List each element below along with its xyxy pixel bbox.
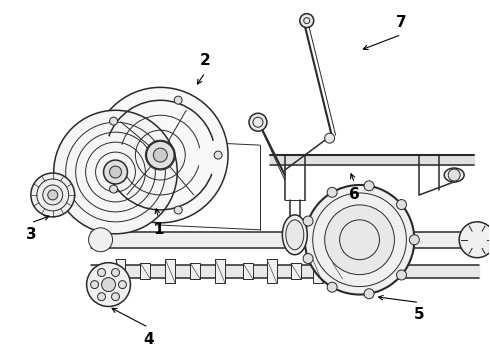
Circle shape (364, 289, 374, 299)
Text: 7: 7 (396, 15, 407, 30)
Bar (333, 263, 343, 279)
Bar (267, 259, 277, 283)
Circle shape (327, 282, 337, 292)
Circle shape (249, 113, 267, 131)
Circle shape (43, 185, 63, 205)
Circle shape (327, 187, 337, 197)
Circle shape (93, 87, 228, 223)
Circle shape (303, 253, 313, 264)
Circle shape (103, 160, 127, 184)
Circle shape (110, 117, 118, 125)
Bar (116, 259, 125, 283)
Bar (165, 259, 175, 283)
Circle shape (147, 141, 174, 169)
Text: 2: 2 (200, 53, 211, 68)
Circle shape (325, 205, 394, 275)
Bar (313, 259, 323, 283)
Circle shape (91, 280, 98, 289)
Circle shape (110, 166, 122, 178)
Circle shape (303, 216, 313, 226)
Text: 1: 1 (153, 222, 164, 237)
Bar (141, 263, 150, 279)
Circle shape (409, 235, 419, 245)
Circle shape (325, 133, 335, 143)
Circle shape (305, 185, 415, 294)
Circle shape (98, 293, 105, 301)
Circle shape (89, 228, 113, 252)
Circle shape (214, 151, 222, 159)
Ellipse shape (282, 215, 307, 255)
Circle shape (98, 269, 105, 276)
Text: 5: 5 (414, 307, 425, 322)
Bar (291, 263, 301, 279)
Bar (190, 263, 200, 279)
Circle shape (153, 148, 167, 162)
Circle shape (101, 278, 116, 292)
Circle shape (54, 110, 177, 234)
Ellipse shape (444, 168, 464, 182)
Text: 6: 6 (349, 188, 360, 202)
Circle shape (396, 270, 407, 280)
Circle shape (448, 169, 460, 181)
Circle shape (110, 185, 118, 193)
Text: 4: 4 (143, 332, 154, 347)
Circle shape (174, 206, 182, 214)
Circle shape (31, 173, 74, 217)
Ellipse shape (286, 220, 304, 250)
Circle shape (112, 293, 120, 301)
Circle shape (364, 181, 374, 191)
Bar (243, 263, 253, 279)
Bar (215, 259, 225, 283)
Circle shape (87, 263, 130, 306)
Circle shape (174, 96, 182, 104)
Circle shape (396, 199, 407, 210)
Circle shape (48, 190, 58, 200)
Circle shape (300, 14, 314, 28)
Circle shape (459, 222, 490, 258)
Circle shape (119, 280, 126, 289)
Circle shape (112, 269, 120, 276)
Text: 3: 3 (25, 227, 36, 242)
